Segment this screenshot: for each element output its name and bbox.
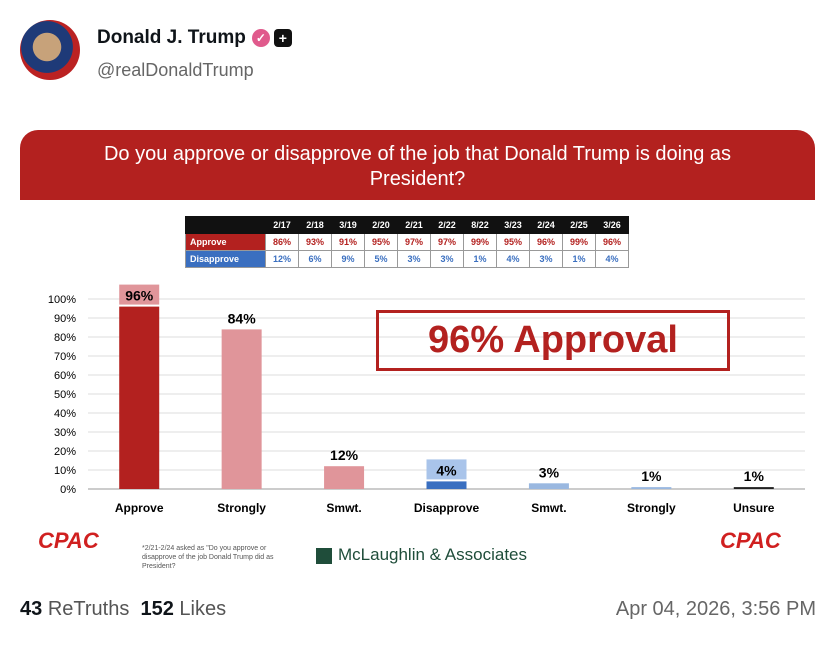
value-cell: 91% <box>331 233 365 251</box>
bar <box>119 306 160 489</box>
value-cell: 1% <box>463 250 497 268</box>
date-cell: 3/23 <box>496 216 530 234</box>
cpac-logo-right: CPAC <box>720 528 781 553</box>
y-tick-label: 30% <box>54 427 76 439</box>
value-cell: 95% <box>364 233 398 251</box>
date-cell: 2/20 <box>364 216 398 234</box>
value-cell: 93% <box>298 233 332 251</box>
value-cell: 6% <box>298 250 332 268</box>
bar <box>426 481 467 489</box>
y-tick-label: 10% <box>54 465 76 477</box>
category-label: Strongly <box>217 501 266 515</box>
category-label: Disapprove <box>414 501 480 515</box>
value-cell: 4% <box>496 250 530 268</box>
pollster-logo: McLaughlin & Associates <box>316 545 527 565</box>
cpac-logo-left: CPAC <box>38 528 99 553</box>
trend-table: 2/17 2/18 3/19 2/20 2/21 2/22 8/22 3/23 2/24 2/25… <box>185 216 629 268</box>
likes-count[interactable]: 152 Likes <box>140 598 227 620</box>
post-timestamp: Apr 04, 2026, 3:56 PM <box>615 598 816 620</box>
date-cell: 2/25 <box>562 216 596 234</box>
date-cell: 3/19 <box>331 216 365 234</box>
value-label-bg <box>426 459 467 480</box>
value-cell: 1% <box>562 250 596 268</box>
y-tick-label: 0% <box>60 484 76 496</box>
value-label: 12% <box>330 447 359 463</box>
bar <box>631 487 672 489</box>
y-tick-label: 90% <box>54 313 76 325</box>
table-row: Disapprove 12% 6% 9% 5% 3% 3% 1% 4% 3% 1% 4% <box>185 250 629 268</box>
bar <box>733 487 774 489</box>
bar-chart: 0% 10% 20% 30% 40% 50% 60% 70% 80% 90% 100% 96% Appr… <box>48 284 805 515</box>
table-header-row: 2/17 2/18 3/19 2/20 2/21 2/22 8/22 3/23 2/24 2/25… <box>185 216 629 234</box>
value-cell: 5% <box>364 250 398 268</box>
table-row: Approve 86% 93% 91% 95% 97% 97% 99% 95% 96% 99% 96% <box>185 233 629 251</box>
value-label: 1% <box>641 468 662 484</box>
category-label: Smwt. <box>326 501 361 515</box>
post-stats: 43 ReTruths 152 Likes <box>20 598 226 621</box>
category-label: Strongly <box>627 501 676 515</box>
category-label: Smwt. <box>531 501 566 515</box>
date-cell: 2/17 <box>265 216 299 234</box>
y-tick-label: 60% <box>54 370 76 382</box>
pollster-icon <box>316 547 332 564</box>
date-cell: 8/22 <box>463 216 497 234</box>
value-cell: 9% <box>331 250 365 268</box>
date-cell: 2/24 <box>529 216 563 234</box>
category-label: Unsure <box>733 501 775 515</box>
y-tick-label: 50% <box>54 389 76 401</box>
value-label: 96% <box>125 288 154 304</box>
category-label: Approve <box>115 501 164 515</box>
question-banner: Do you approve or disapprove of the job … <box>20 130 815 200</box>
bar <box>221 329 262 489</box>
bar <box>528 483 569 489</box>
value-cell: 3% <box>397 250 431 268</box>
y-tick-label: 100% <box>48 294 76 306</box>
plus-icon: + <box>273 28 292 47</box>
value-cell: 3% <box>430 250 464 268</box>
date-cell: 3/26 <box>595 216 629 234</box>
row-label: Disapprove <box>185 250 266 268</box>
value-label: 3% <box>539 464 560 480</box>
value-cell: 96% <box>595 233 629 251</box>
author-handle[interactable]: @realDonaldTrump <box>97 60 254 80</box>
avatar[interactable] <box>20 20 80 80</box>
value-cell: 99% <box>562 233 596 251</box>
value-cell: 12% <box>265 250 299 268</box>
value-cell: 4% <box>595 250 629 268</box>
date-cell: 2/21 <box>397 216 431 234</box>
value-label-bg <box>119 284 160 305</box>
y-tick-label: 20% <box>54 446 76 458</box>
footnote: *2/21-2/24 asked as "Do you approve or d… <box>142 545 274 570</box>
poll-graphic[interactable]: Do you approve or disapprove of the job … <box>20 130 815 575</box>
verified-icon: ✓ <box>251 28 270 47</box>
value-cell: 86% <box>265 233 299 251</box>
value-cell: 99% <box>463 233 497 251</box>
approval-headline: 96% Approval <box>376 310 730 371</box>
bar <box>324 466 365 489</box>
author-name[interactable]: Donald J. Trump ✓ + <box>97 27 292 49</box>
value-cell: 3% <box>529 250 563 268</box>
row-label: Approve <box>185 233 266 251</box>
y-tick-label: 70% <box>54 351 76 363</box>
value-label: 4% <box>436 462 457 478</box>
y-tick-label: 80% <box>54 332 76 344</box>
value-label: 1% <box>744 468 765 484</box>
retruths-count[interactable]: 43 ReTruths <box>20 598 130 620</box>
date-cell: 2/18 <box>298 216 332 234</box>
y-tick-label: 40% <box>54 408 76 420</box>
date-cell: 2/22 <box>430 216 464 234</box>
value-label: 84% <box>228 310 257 326</box>
value-cell: 95% <box>496 233 530 251</box>
value-cell: 97% <box>397 233 431 251</box>
value-cell: 96% <box>529 233 563 251</box>
value-cell: 97% <box>430 233 464 251</box>
